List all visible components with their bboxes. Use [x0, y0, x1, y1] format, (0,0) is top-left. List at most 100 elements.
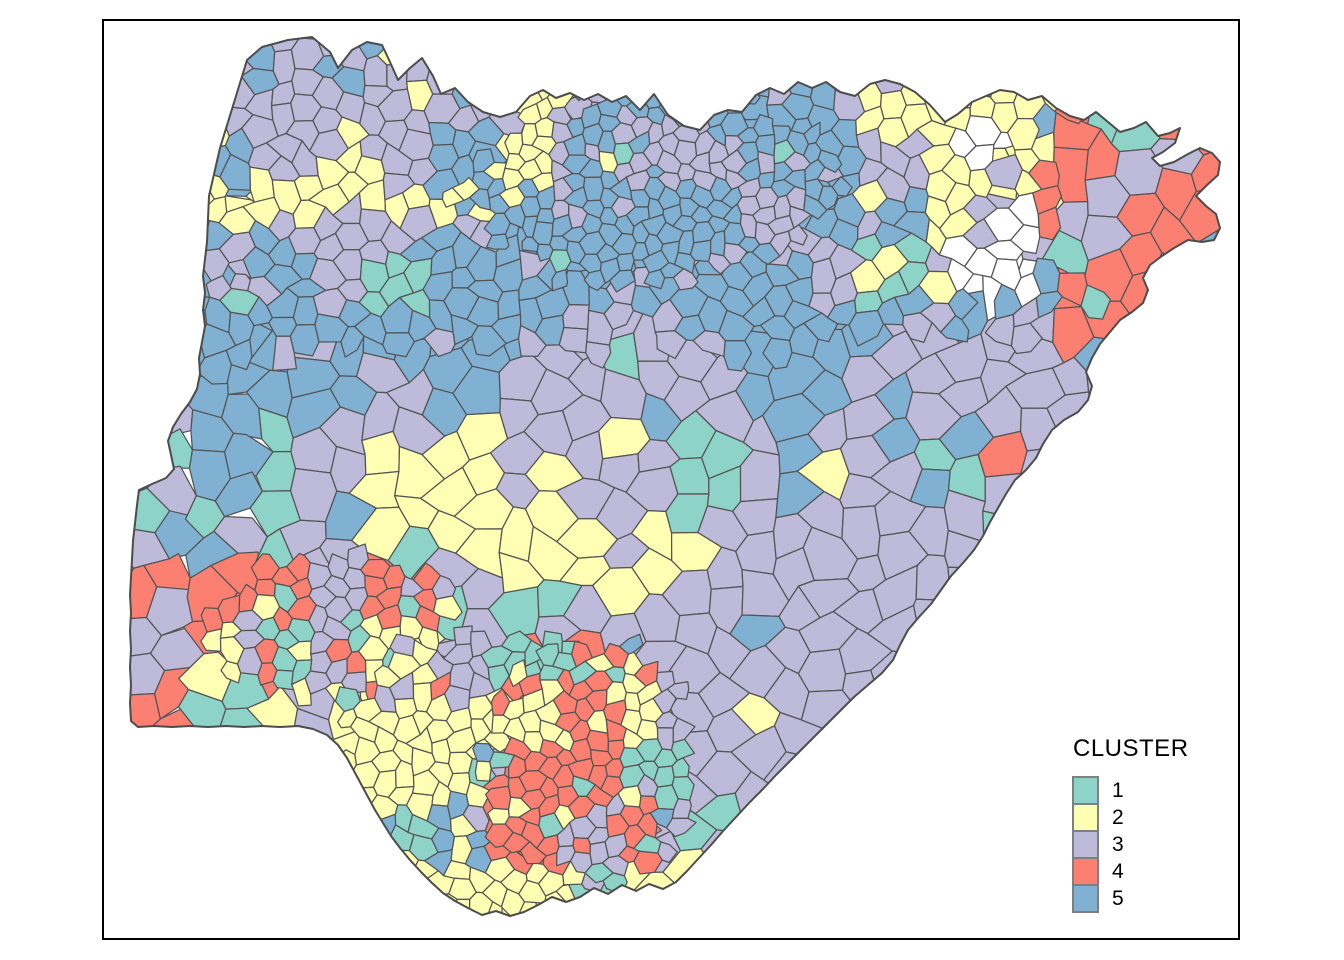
lga-cell — [906, 873, 962, 914]
lga-cell — [1219, 93, 1220, 139]
lga-cell — [462, 59, 511, 101]
lga-cell — [719, 37, 751, 61]
lga-cell — [909, 37, 951, 82]
lga-cell — [130, 37, 131, 44]
legend-swatch-cluster-3 — [1072, 830, 1099, 859]
lga-cell — [631, 911, 682, 916]
lga-cell — [130, 89, 159, 142]
lga-cell — [429, 45, 461, 69]
lga-cell — [1191, 905, 1220, 916]
lga-cell — [1212, 248, 1220, 301]
lga-cell — [586, 729, 610, 753]
lga-cell — [845, 907, 895, 916]
lga-cell — [157, 123, 183, 148]
lga-cell — [447, 37, 480, 58]
lga-cell — [601, 38, 634, 72]
lga-cell — [908, 903, 962, 916]
lga-cell — [1083, 646, 1128, 690]
lga-cell — [293, 744, 338, 796]
lga-cell — [1189, 309, 1220, 360]
lga-cell — [983, 37, 1019, 61]
lga-cell — [1188, 426, 1220, 482]
lga-cell — [154, 187, 197, 242]
lga-cell — [672, 268, 699, 291]
lga-cell — [672, 76, 710, 112]
lga-cell — [835, 37, 889, 76]
lga-cell — [130, 426, 135, 482]
lga-cell — [1217, 645, 1220, 700]
lga-cell — [180, 806, 240, 861]
lga-cell — [160, 221, 185, 254]
lga-cell — [631, 0, 676, 36]
lga-cell — [666, 681, 690, 700]
lga-cell — [937, 850, 996, 897]
lga-cell — [938, 686, 993, 734]
lga-cell — [289, 323, 320, 357]
lga-cell — [671, 37, 702, 57]
lga-cell — [493, 49, 526, 83]
lga-cell — [1122, 312, 1160, 363]
lga-cell — [465, 37, 510, 63]
lga-cell — [718, 0, 747, 32]
lga-cell — [464, 910, 497, 916]
lga-cell — [740, 37, 773, 47]
lga-cell — [1017, 497, 1054, 543]
lga-cell — [493, 909, 544, 916]
lga-cell — [970, 625, 1018, 680]
lga-cell — [130, 211, 169, 261]
lga-cell — [131, 101, 165, 132]
lga-cell — [75, 349, 119, 398]
lga-cell — [601, 889, 653, 916]
lga-cell — [806, 55, 840, 83]
lga-cell — [672, 106, 700, 128]
lga-cell — [906, 785, 953, 842]
lga-cell — [789, 37, 822, 73]
lga-cell — [828, 37, 864, 72]
lga-cell — [975, 904, 1033, 916]
lga-cell — [1177, 348, 1220, 391]
lga-cell — [656, 77, 683, 102]
lga-cell — [1080, 529, 1135, 583]
lga-cell — [947, 566, 997, 614]
legend-swatch-cluster-5 — [1072, 884, 1099, 913]
lga-cell — [914, 635, 958, 674]
lga-cell — [939, 314, 970, 343]
lga-cell — [524, 56, 574, 99]
lga-cell — [1080, 284, 1112, 320]
lga-cell — [939, 895, 991, 916]
lga-cell — [836, 708, 890, 760]
lga-cell — [555, 37, 617, 77]
lga-cell — [854, 7, 888, 31]
lga-cell — [757, 150, 776, 175]
lga-cell — [130, 266, 133, 319]
lga-cell — [974, 37, 1023, 75]
lga-cell — [608, 269, 636, 293]
lga-cell — [1074, 490, 1129, 535]
lga-cell — [973, 871, 1030, 907]
lga-cell — [432, 595, 463, 621]
lga-cell — [370, 857, 399, 883]
lga-cell — [394, 759, 415, 789]
lga-cell — [1219, 334, 1220, 379]
lga-cell — [1008, 535, 1058, 574]
lga-cell — [130, 136, 165, 177]
legend-item-cluster-5: 5 — [1072, 884, 1189, 913]
lga-cell — [1226, 15, 1269, 56]
lga-cell — [798, 804, 851, 860]
lga-cell — [130, 414, 167, 460]
lga-cell — [1116, 551, 1166, 600]
lga-cell — [203, 37, 237, 74]
lga-cell — [130, 724, 167, 778]
lga-cell — [1219, 414, 1220, 457]
lga-cell — [1224, 367, 1261, 416]
lga-cell — [88, 667, 124, 708]
lga-cell — [214, 869, 267, 913]
lga-cell — [130, 851, 164, 901]
lga-cell — [1154, 55, 1196, 102]
lga-cell — [705, 903, 751, 916]
lga-cell — [973, 791, 1027, 836]
lga-cell — [1046, 666, 1097, 719]
lga-cell — [637, 37, 675, 80]
lga-cell — [491, 37, 525, 61]
lga-cell — [358, 904, 408, 916]
